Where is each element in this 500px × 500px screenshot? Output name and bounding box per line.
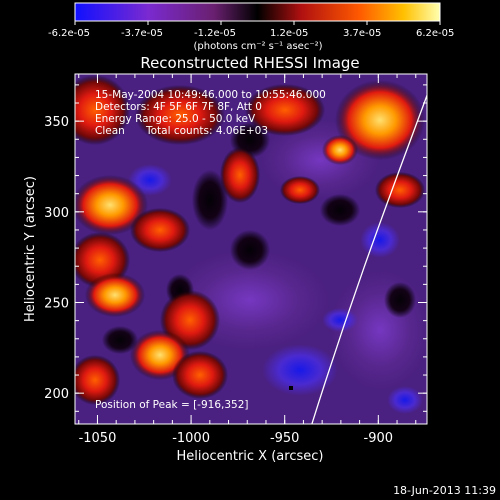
colorbar-label-3: 1.2e-05 (270, 28, 308, 39)
colorbar-label-4: 3.7e-05 (343, 28, 381, 39)
colorbar-units: (photons cm⁻² s⁻¹ asec⁻²) (193, 41, 322, 52)
x-tick-label: -900 (364, 431, 394, 446)
colorbar-label-1: -3.7e-05 (121, 28, 163, 39)
info-time-range: 15-May-2004 10:49:46.000 to 10:55:46.000 (95, 89, 326, 101)
plot-axes: -1050 -1000 -950 -900 200 250 300 350 (44, 73, 428, 446)
colorbar-gradient (74, 2, 441, 22)
peak-position-label: Position of Peak = [-916,352] (95, 399, 249, 411)
plot-title: Reconstructed RHESSI Image (140, 54, 359, 72)
y-tick-label: 250 (44, 296, 69, 311)
observation-info: 15-May-2004 10:49:46.000 to 10:55:46.000… (95, 89, 326, 411)
x-axis-label: Heliocentric X (arcsec) (177, 449, 324, 464)
info-detectors: Detectors: 4F 5F 6F 7F 8F, Att 0 (95, 101, 262, 113)
info-energy: Energy Range: 25.0 - 50.0 keV (95, 113, 256, 125)
peak-marker (289, 386, 293, 390)
x-tick-label: -1000 (172, 431, 210, 446)
info-method: Clean (95, 125, 125, 137)
y-axis-label: Heliocentric Y (arcsec) (23, 176, 38, 322)
solar-limb (311, 93, 427, 424)
solar-image (75, 74, 427, 424)
colorbar-label-5: 6.2e-05 (416, 28, 454, 39)
info-counts: Total counts: 4.06E+03 (145, 125, 268, 137)
y-tick-label: 350 (44, 115, 69, 130)
timestamp: 18-Jun-2013 11:39 (393, 484, 496, 497)
colorbar-label-0: -6.2e-05 (48, 28, 90, 39)
x-tick-label: -1050 (79, 431, 117, 446)
colorbar-label-2: -1.2e-05 (194, 28, 236, 39)
y-tick-label: 200 (44, 387, 69, 402)
y-tick-label: 300 (44, 206, 69, 221)
colorbar: -6.2e-05 -3.7e-05 -1.2e-05 1.2e-05 3.7e-… (48, 2, 454, 52)
x-tick-label: -950 (270, 431, 300, 446)
